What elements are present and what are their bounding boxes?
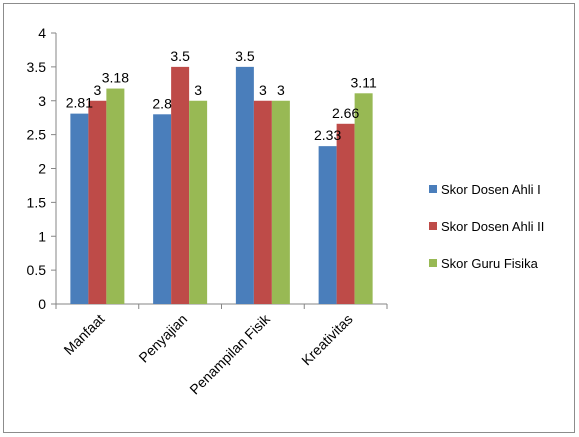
data-label: 2.66 bbox=[332, 105, 359, 121]
y-tick-label: 0 bbox=[38, 296, 46, 312]
x-category-label: Manfaat bbox=[60, 311, 107, 358]
y-tick-label: 2 bbox=[38, 161, 46, 177]
data-label: 3 bbox=[277, 82, 285, 98]
data-label: 2.33 bbox=[314, 127, 341, 143]
bar bbox=[318, 146, 337, 304]
data-label: 3.5 bbox=[170, 48, 190, 64]
data-label: 3 bbox=[194, 82, 202, 98]
data-label: 3.11 bbox=[351, 74, 377, 90]
y-tick-label: 0.5 bbox=[27, 262, 47, 278]
bar bbox=[153, 114, 172, 304]
legend-label: Skor Dosen Ahli I bbox=[441, 182, 541, 197]
x-category-label: Penampilan Fisik bbox=[186, 310, 273, 397]
bar bbox=[271, 100, 290, 304]
bar bbox=[70, 113, 89, 304]
bar bbox=[235, 66, 254, 304]
data-label: 3 bbox=[93, 82, 101, 98]
bar bbox=[171, 66, 190, 304]
data-label: 2.8 bbox=[152, 95, 172, 111]
legend-label: Skor Guru Fisika bbox=[441, 256, 539, 271]
y-tick-label: 2.5 bbox=[27, 127, 47, 143]
y-tick-label: 3 bbox=[38, 93, 46, 109]
x-category-label: Penyajian bbox=[135, 311, 190, 366]
x-category-label: Kreativitas bbox=[298, 311, 356, 369]
y-tick-label: 4 bbox=[38, 25, 46, 41]
bar bbox=[189, 100, 208, 304]
legend-swatch bbox=[429, 259, 437, 267]
data-label: 3.18 bbox=[102, 70, 129, 86]
data-label: 3.5 bbox=[235, 48, 255, 64]
bar bbox=[106, 88, 125, 305]
data-label: 3 bbox=[259, 82, 267, 98]
bar bbox=[253, 100, 272, 304]
bar bbox=[354, 93, 373, 304]
legend-swatch bbox=[429, 222, 437, 230]
y-tick-label: 3.5 bbox=[27, 59, 47, 75]
y-tick-label: 1 bbox=[38, 228, 46, 244]
data-label: 2.81 bbox=[66, 95, 93, 111]
bar bbox=[336, 123, 355, 304]
y-tick-label: 1.5 bbox=[27, 194, 47, 210]
legend-label: Skor Dosen Ahli II bbox=[441, 219, 544, 234]
bar bbox=[88, 100, 107, 304]
legend-swatch bbox=[429, 185, 437, 193]
